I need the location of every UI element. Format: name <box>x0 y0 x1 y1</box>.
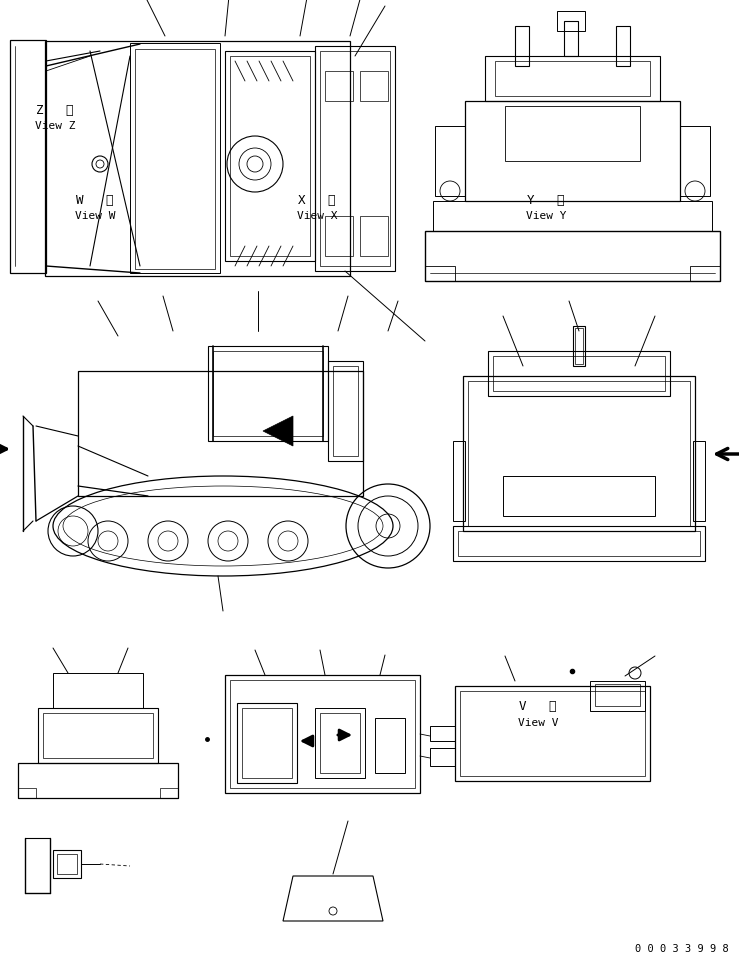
Bar <box>564 22 578 57</box>
Bar <box>693 441 705 522</box>
Bar <box>10 41 46 274</box>
Text: View Z: View Z <box>35 121 75 131</box>
Bar <box>495 62 650 97</box>
Bar <box>333 366 358 456</box>
Bar <box>325 217 353 257</box>
Bar <box>463 377 695 531</box>
Bar <box>425 232 720 282</box>
Bar <box>485 57 660 102</box>
Bar <box>18 763 178 799</box>
Text: X   視: X 視 <box>299 194 336 207</box>
Bar <box>135 50 215 270</box>
Bar <box>208 347 328 441</box>
Text: W   視: W 視 <box>76 194 114 207</box>
Bar <box>616 27 630 67</box>
Bar <box>325 72 353 102</box>
Bar <box>690 267 720 282</box>
Bar <box>430 749 455 766</box>
Bar <box>433 202 712 232</box>
Bar <box>18 788 36 799</box>
Polygon shape <box>263 416 293 447</box>
Bar <box>45 42 350 277</box>
Bar <box>425 267 455 282</box>
Bar <box>595 684 640 706</box>
Bar <box>455 686 650 781</box>
Text: 0 0 0 3 3 9 9 8: 0 0 0 3 3 9 9 8 <box>636 943 729 953</box>
Text: V   視: V 視 <box>520 700 556 712</box>
Text: View W: View W <box>75 210 115 221</box>
Bar <box>242 708 292 778</box>
Bar <box>38 708 158 763</box>
Bar <box>328 361 363 461</box>
Bar <box>505 107 640 161</box>
Bar <box>557 12 585 32</box>
Bar <box>237 703 297 783</box>
Bar <box>57 854 77 875</box>
Bar <box>515 27 529 67</box>
Bar <box>130 44 220 274</box>
Bar <box>315 708 365 778</box>
Text: Y   視: Y 視 <box>527 194 565 207</box>
Text: View Y: View Y <box>525 210 566 221</box>
Bar <box>230 57 310 257</box>
Bar <box>43 713 153 758</box>
Bar <box>225 676 420 793</box>
Bar <box>503 477 655 516</box>
Bar <box>360 217 388 257</box>
Bar <box>460 691 645 776</box>
Bar <box>465 102 680 202</box>
Bar <box>468 382 690 527</box>
Bar <box>488 352 670 397</box>
Bar <box>435 127 465 197</box>
Bar <box>458 531 700 556</box>
Bar <box>453 527 705 561</box>
Text: Z   視: Z 視 <box>36 104 74 117</box>
Bar <box>230 680 415 788</box>
Bar <box>360 72 388 102</box>
Bar <box>375 718 405 774</box>
Text: View V: View V <box>518 717 558 727</box>
Bar <box>315 47 395 272</box>
Bar <box>78 372 363 497</box>
Bar <box>680 127 710 197</box>
Text: View X: View X <box>297 210 337 221</box>
Bar <box>160 788 178 799</box>
Bar <box>453 441 465 522</box>
Bar <box>320 52 390 267</box>
Bar <box>575 329 583 364</box>
Bar <box>430 727 455 741</box>
Bar <box>225 52 315 261</box>
Bar <box>590 681 645 711</box>
Bar <box>213 352 323 436</box>
Bar <box>320 713 360 774</box>
Bar <box>573 327 585 366</box>
Bar <box>53 674 143 708</box>
Bar <box>53 850 81 878</box>
Bar <box>493 357 665 391</box>
